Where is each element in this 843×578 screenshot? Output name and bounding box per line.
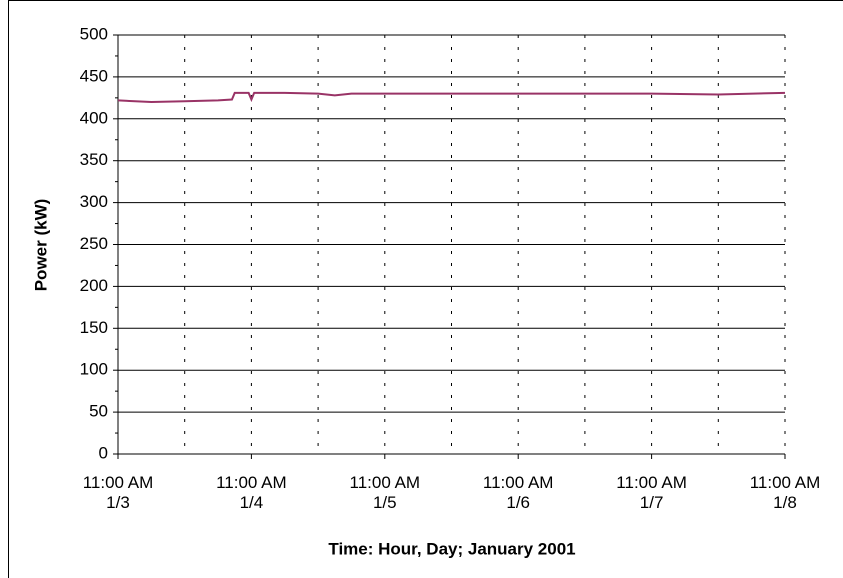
y-tick-label: 300 <box>80 192 108 211</box>
x-tick-label: 11:00 AM 1/7 <box>616 473 687 512</box>
x-tick-label: 11:00 AM 1/5 <box>349 473 421 512</box>
y-tick-label: 250 <box>80 234 108 253</box>
x-tick-label: 11:00 AM 1/4 <box>216 473 287 512</box>
y-tick-label: 150 <box>80 318 108 337</box>
y-tick-label: 400 <box>80 108 108 127</box>
y-axis-title: Power (kW) <box>31 199 50 292</box>
x-tick-label: 11:00 AM 1/6 <box>482 473 554 512</box>
x-tick-label: 11:00 AM 1/8 <box>749 473 821 512</box>
x-tick-label: 11:00 AM 1/3 <box>82 473 154 512</box>
x-axis-title: Time: Hour, Day; January 2001 <box>328 539 575 558</box>
y-tick-label: 450 <box>80 66 108 85</box>
y-tick-label: 50 <box>89 402 108 421</box>
y-tick-label: 100 <box>80 360 108 379</box>
y-tick-label: 200 <box>80 276 108 295</box>
y-tick-label: 500 <box>80 24 108 43</box>
data-line <box>117 91 786 104</box>
y-tick-label: 0 <box>99 443 108 462</box>
y-tick-label: 350 <box>80 150 108 169</box>
